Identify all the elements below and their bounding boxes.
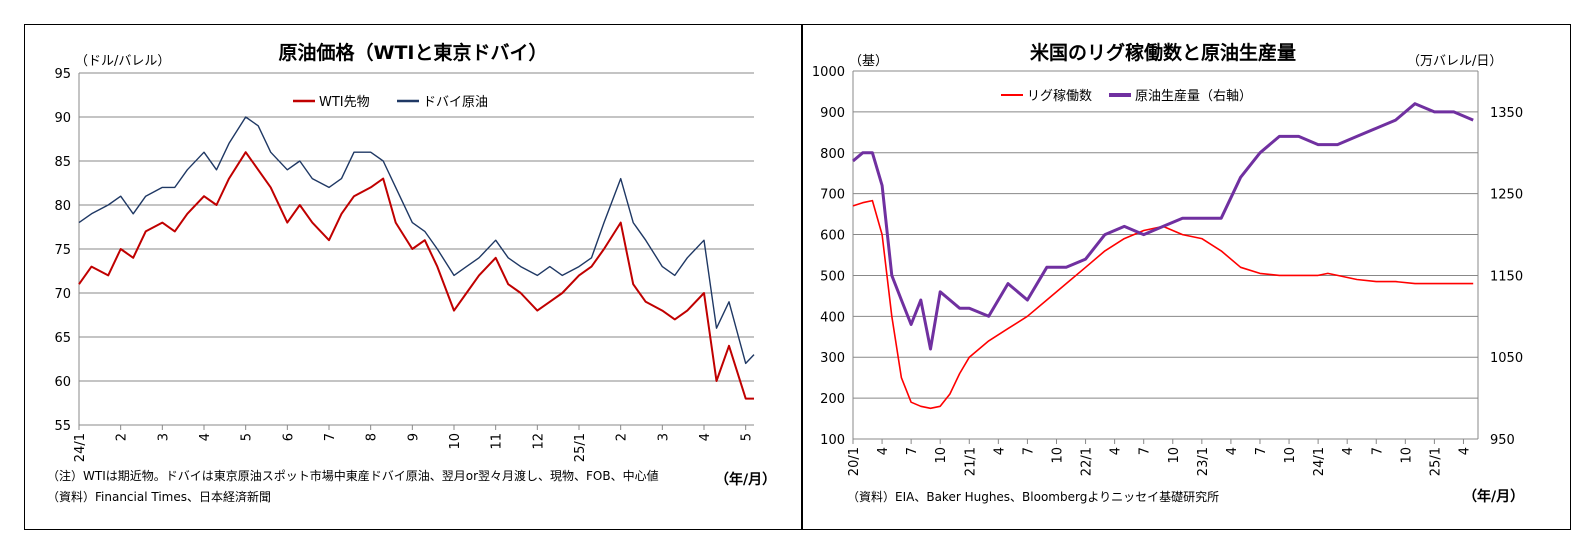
x-tick-label: 10	[1399, 447, 1414, 464]
y-axis-unit-right: （万バレル/日）	[1407, 54, 1502, 69]
y-tick-label: 1000	[812, 65, 845, 80]
y-right-tick-label: 950	[1490, 433, 1515, 448]
legend-label: WTI先物	[319, 95, 370, 110]
y-tick-label: 400	[820, 310, 845, 325]
x-tick-label: 10	[934, 447, 949, 464]
x-tick-label: 24/1	[73, 433, 88, 462]
y-tick-label: 70	[54, 287, 71, 302]
x-tick-label: 4	[1341, 447, 1356, 455]
y-right-tick-label: 1250	[1490, 188, 1523, 203]
y-tick-label: 200	[820, 392, 845, 407]
x-tick-label: 4	[1225, 447, 1240, 455]
y-right-tick-label: 1150	[1490, 269, 1523, 284]
y-tick-label: 600	[820, 229, 845, 244]
y-tick-label: 65	[54, 331, 71, 346]
series-line	[78, 116, 755, 365]
y-tick-label: 85	[54, 155, 71, 170]
y-tick-label: 900	[820, 106, 845, 121]
x-tick-label: 9	[406, 433, 421, 441]
y-axis-unit-left: （基）	[849, 54, 888, 69]
x-axis-unit: （年/月）	[1463, 488, 1524, 505]
y-tick-label: 90	[54, 111, 71, 126]
chart-note: （注）WTIは期近物。ドバイは東京原油スポット市場中東産ドバイ原油、翌月or翌々…	[47, 468, 659, 483]
legend-label: ドバイ原油	[423, 95, 488, 110]
x-tick-label: 7	[1254, 447, 1269, 455]
x-tick-label: 3	[656, 433, 671, 441]
x-tick-label: 10	[1283, 447, 1298, 464]
y-right-tick-label: 1050	[1490, 351, 1523, 366]
y-tick-label: 60	[54, 375, 71, 390]
x-tick-label: 10	[448, 433, 463, 450]
x-tick-label: 11	[490, 433, 505, 450]
y-tick-label: 95	[54, 67, 71, 82]
x-tick-label: 2	[615, 433, 630, 441]
y-tick-label: 300	[820, 351, 845, 366]
y-tick-label: 55	[54, 419, 71, 434]
x-axis-unit: （年/月）	[715, 471, 776, 488]
x-tick-label: 7	[323, 433, 338, 441]
y-tick-label: 700	[820, 188, 845, 203]
x-tick-label: 24/1	[1312, 447, 1327, 476]
x-tick-label: 5	[740, 433, 755, 441]
chart-source: （資料）EIA、Baker Hughes、Bloombergよりニッセイ基礎研究…	[847, 489, 1219, 504]
x-tick-label: 7	[1021, 447, 1036, 455]
y-tick-label: 100	[820, 433, 845, 448]
x-tick-label: 7	[905, 447, 920, 455]
x-tick-label: 4	[1457, 447, 1472, 455]
x-tick-label: 4	[876, 447, 891, 455]
x-tick-label: 7	[1370, 447, 1385, 455]
y-axis-unit: （ドル/バレル）	[75, 54, 170, 69]
x-tick-label: 22/1	[1080, 447, 1095, 476]
x-tick-label: 4	[992, 447, 1007, 455]
x-tick-label: 4	[1109, 447, 1124, 455]
x-tick-label: 25/1	[1428, 447, 1443, 476]
x-tick-label: 4	[698, 433, 713, 441]
x-tick-label: 10	[1050, 447, 1065, 464]
x-tick-label: 10	[1167, 447, 1182, 464]
x-tick-label: 6	[281, 433, 296, 441]
y-tick-label: 800	[820, 147, 845, 162]
x-tick-label: 5	[240, 433, 255, 441]
legend-label: リグ稼働数	[1027, 89, 1092, 104]
x-tick-label: 20/1	[847, 447, 862, 476]
wti-dubai-chart-panel: 原油価格（WTIと東京ドバイ） （ドル/バレル） 55 60 65 70 75 80 85 9…	[24, 24, 802, 530]
y-tick-label: 500	[820, 269, 845, 284]
x-tick-label: 4	[198, 433, 213, 441]
x-tick-label: 7	[1138, 447, 1153, 455]
x-tick-label: 8	[365, 433, 380, 441]
x-tick-label: 3	[156, 433, 171, 441]
y-tick-label: 80	[54, 199, 71, 214]
series-line	[78, 151, 754, 400]
rig-production-chart: 米国のリグ稼働数と原油生産量 （基） （万バレル/日） 100 200 300 400…	[812, 41, 1524, 505]
rig-production-chart-panel: 米国のリグ稼働数と原油生産量 （基） （万バレル/日） 100 200 300 400…	[802, 24, 1571, 530]
chart-title: 原油価格（WTIと東京ドバイ）	[279, 41, 548, 64]
chart-source: （資料）Financial Times、日本経済新聞	[47, 489, 271, 504]
legend-label: 原油生産量（右軸）	[1135, 88, 1252, 104]
wti-dubai-chart: 原油価格（WTIと東京ドバイ） （ドル/バレル） 556065707580859…	[47, 41, 776, 504]
x-tick-label: 25/1	[573, 433, 588, 462]
series-line	[852, 102, 1474, 351]
y-tick-label: 75	[54, 243, 71, 258]
series-line	[852, 199, 1474, 410]
y-right-tick-label: 1350	[1490, 106, 1523, 121]
x-tick-label: 2	[115, 433, 130, 441]
chart-title: 米国のリグ稼働数と原油生産量	[1030, 41, 1296, 64]
x-tick-label: 12	[531, 433, 546, 450]
x-tick-label: 23/1	[1196, 447, 1211, 476]
x-tick-label: 21/1	[963, 447, 978, 476]
